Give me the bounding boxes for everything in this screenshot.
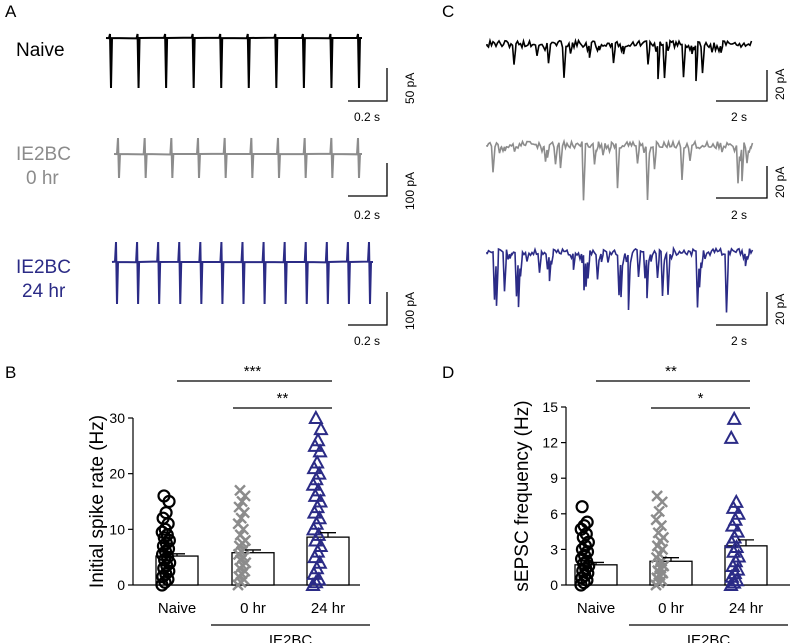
significance-label: *** [244,363,262,380]
data-point [729,572,745,587]
panel-letter-c: C [442,2,454,21]
data-point [577,548,592,562]
y-tick-label: 9 [550,470,558,486]
y-tick-label: 12 [542,435,558,451]
panel-letter-d: D [442,363,454,382]
error-bar [588,561,604,565]
y-tick-label: 3 [550,541,558,557]
sepsc-trace-ie2bc_0 [486,138,754,201]
category-label: Naive [577,600,615,617]
error-bar [169,553,185,557]
panel-letter-a: A [5,2,17,21]
y-tick-label: 30 [109,410,125,426]
y-tick-label: 6 [550,506,558,522]
scale-bar-a-naive [348,68,388,102]
data-point [577,519,591,533]
scale-time-c-naive: 2 s [731,110,747,124]
data-point [236,495,248,508]
error-bar [320,532,336,538]
data-point [308,574,324,589]
scale-bar-c-ie2bc-0 [716,166,768,199]
y-tick-label: 10 [109,521,125,537]
group-label: IE2BC [269,632,313,643]
y-tick-label: 0 [550,577,558,593]
y-tick-label: 15 [542,399,558,415]
error-bar [738,539,754,546]
scale-time-a-ie2bc-0: 0.2 s [354,208,380,222]
scale-current-c-ie2bc-24: 20 pA [773,294,787,325]
data-point [234,484,246,497]
panel-letter-b: B [5,363,16,382]
data-point [575,500,589,514]
scale-current-c-ie2bc-0: 20 pA [773,167,787,198]
spike-trace-ie2bc_24 [111,241,373,305]
data-point [235,512,248,525]
significance-label: ** [277,390,289,407]
data-point [723,429,739,444]
y-axis-label: Initial spike rate (Hz) [87,415,108,588]
group-label: IE2BC [687,632,731,643]
scale-time-a-ie2bc-24: 0.2 s [354,334,380,348]
category-label: 0 hr [240,600,266,617]
category-label: 0 hr [658,600,684,617]
scale-time-a-naive: 0.2 s [354,110,380,124]
category-label: Naive [158,600,196,617]
scale-current-c-naive: 20 pA [773,69,787,100]
scale-bar-a-ie2bc-0 [348,163,388,197]
scale-time-c-ie2bc-0: 2 s [731,208,747,222]
data-point [308,409,324,424]
data-point [728,493,744,508]
trace-label-ie2bc-0-line1: IE2BC [16,144,71,165]
sepsc-trace-naive [486,37,753,82]
category-label: 24 hr [311,600,345,617]
data-point [234,529,247,541]
y-axis-label: sEPSC frequency (Hz) [512,400,533,591]
data-point [652,526,665,539]
trace-label-ie2bc-24-line2: 24 hr [22,281,66,302]
scale-time-c-ie2bc-24: 2 s [731,334,747,348]
sepsc-traces [486,37,754,313]
significance-label: ** [665,363,677,380]
error-bar [245,549,261,553]
trace-label-naive: Naive [16,40,65,61]
sepsc-trace-ie2bc_24 [486,245,754,313]
spike-trace-naive [105,33,362,89]
data-point [726,410,742,425]
scale-bar-a-ie2bc-24 [348,292,388,326]
scale-current-a-ie2bc-0: 100 pA [403,172,417,210]
data-point [313,421,329,436]
data-point [309,454,325,469]
data-point [653,505,666,518]
y-tick-label: 0 [117,577,125,593]
data-point [650,513,663,526]
data-point [310,432,326,447]
scale-current-a-naive: 50 pA [403,73,417,104]
chart-sepsc-frequency: 0 3 6 9 12 15 sEPSC frequency (Hz) Naive 0 hr 24 … [512,363,790,643]
scale-current-a-ie2bc-24: 100 pA [403,292,417,330]
category-label: 24 hr [729,600,763,617]
scale-bar-c-naive [716,70,768,102]
scale-bar-c-ie2bc-24 [716,292,768,326]
y-tick-label: 20 [109,466,125,482]
data-point [730,561,746,576]
spike-traces [105,33,373,305]
trace-label-ie2bc-0-line2: 0 hr [26,168,59,189]
data-point [157,489,171,503]
data-point [580,515,594,529]
spike-trace-ie2bc_0 [113,137,362,179]
data-point [651,490,663,502]
trace-label-ie2bc-24-line1: IE2BC [16,257,71,278]
error-bar [663,557,679,562]
data-point [233,501,245,513]
significance-label: * [698,390,704,407]
data-point [232,517,245,530]
